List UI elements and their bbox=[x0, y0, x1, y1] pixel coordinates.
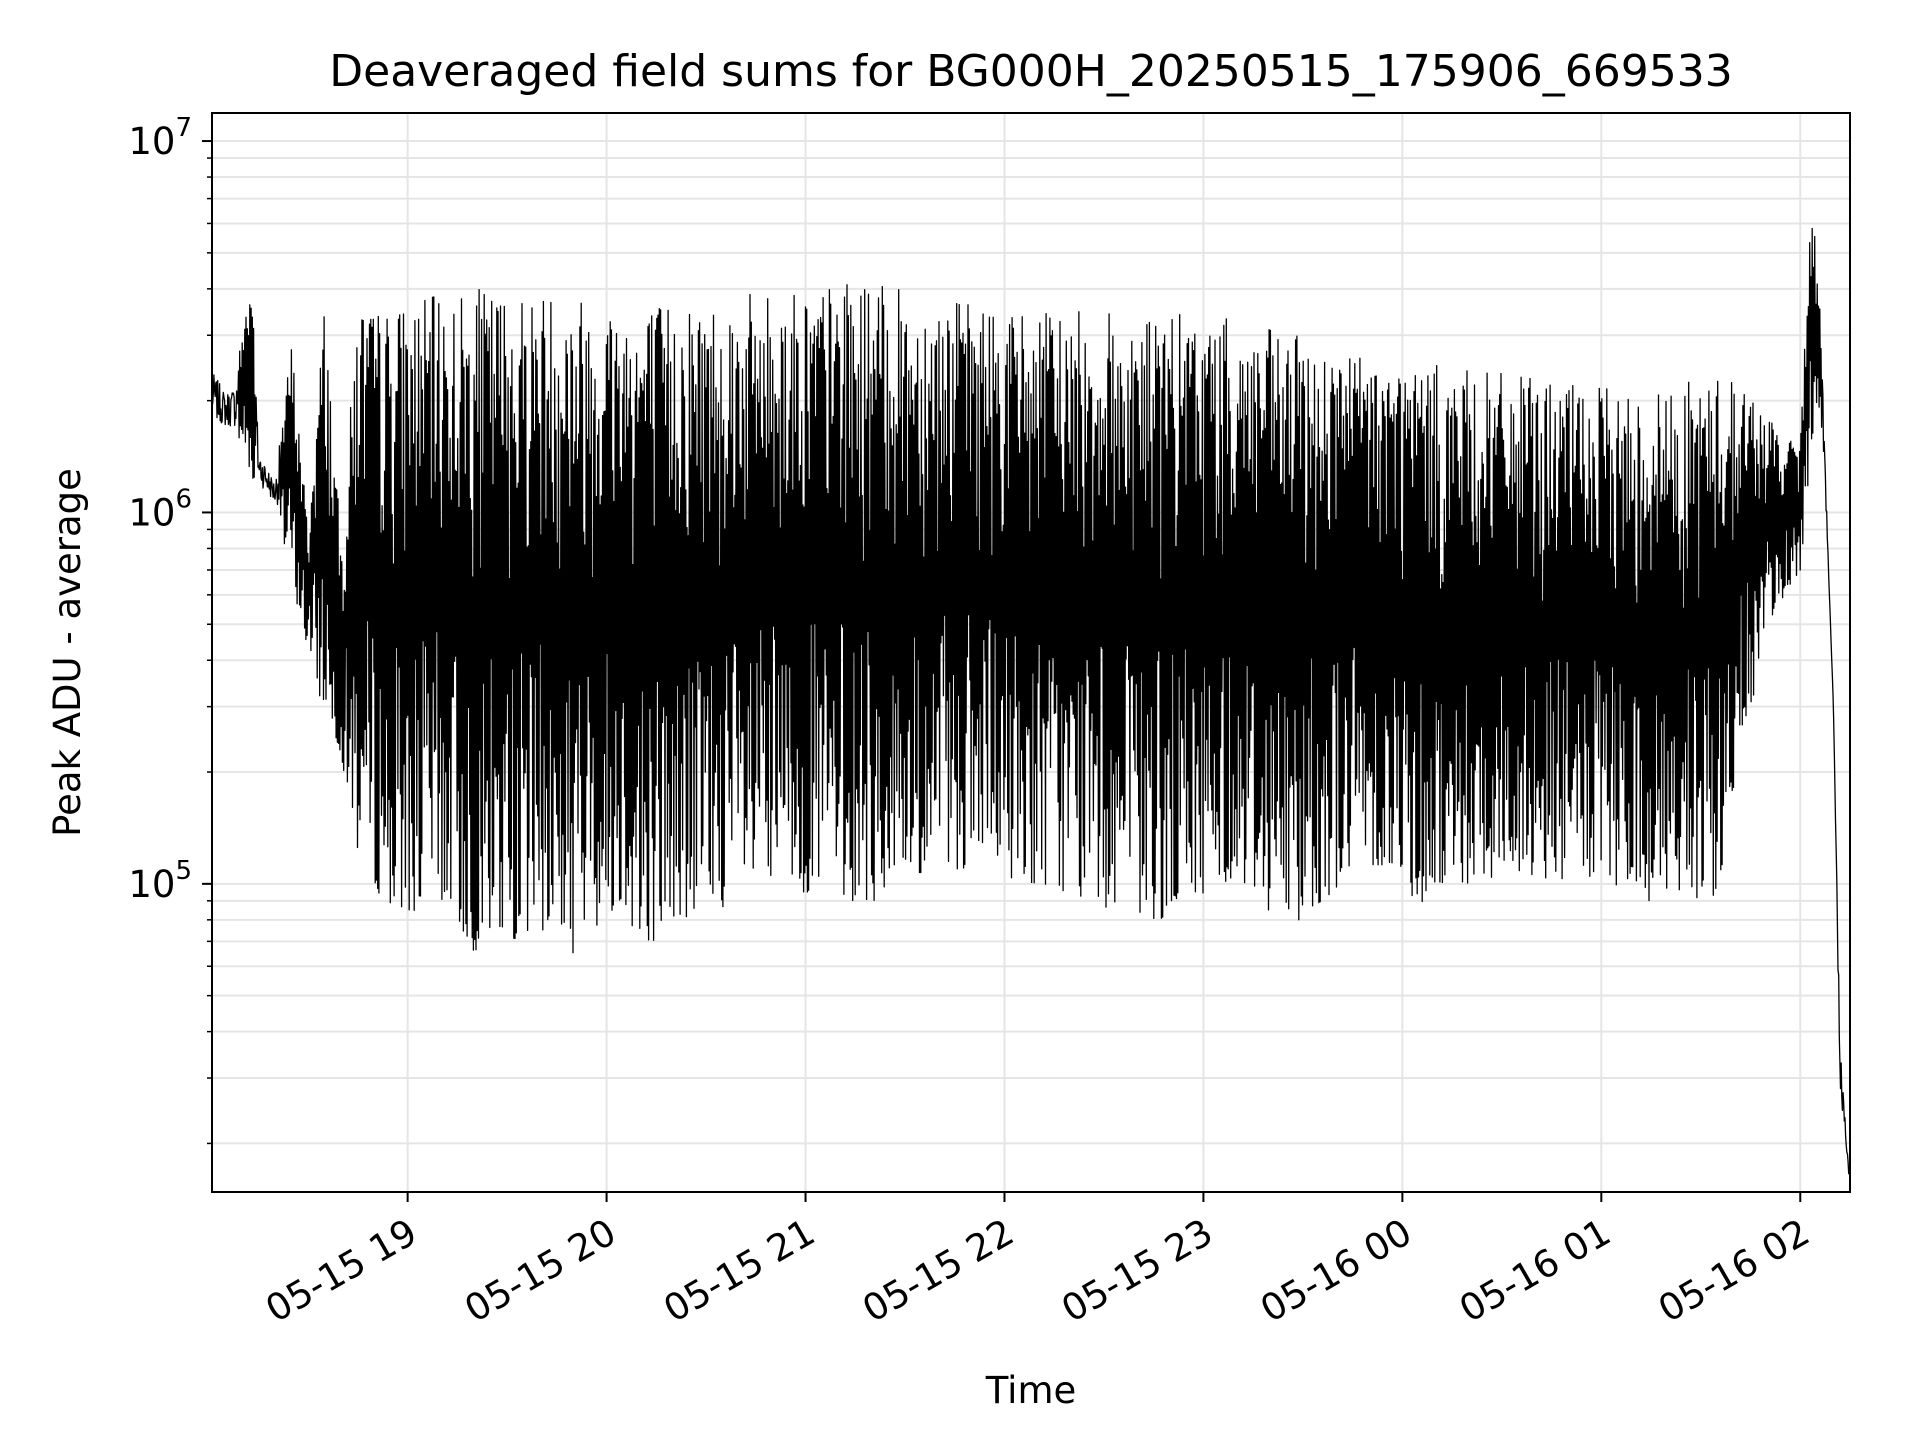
series-line bbox=[211, 227, 1851, 1181]
y-tick-base: 10 bbox=[128, 120, 175, 163]
y-tick-label: 105 bbox=[128, 856, 192, 906]
y-tick-exponent: 5 bbox=[175, 856, 192, 886]
y-tick-base: 10 bbox=[128, 863, 175, 906]
y-tick-label: 106 bbox=[128, 484, 192, 534]
series bbox=[211, 227, 1851, 1181]
x-axis-label: Time bbox=[985, 1369, 1077, 1412]
chart-title: Deaveraged field sums for BG000H_2025051… bbox=[329, 46, 1732, 97]
y-tick-label: 107 bbox=[128, 113, 192, 163]
plot-frame bbox=[211, 112, 1851, 1193]
y-tick-base: 10 bbox=[128, 491, 175, 534]
y-tick-exponent: 7 bbox=[175, 113, 192, 143]
y-axis-label: Peak ADU - average bbox=[46, 468, 89, 837]
y-tick-exponent: 6 bbox=[175, 484, 192, 514]
